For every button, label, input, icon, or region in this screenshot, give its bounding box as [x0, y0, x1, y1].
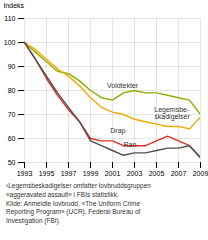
svg-text:2007: 2007	[171, 170, 187, 177]
html-text:¹Legemsbeskadigelser omfatter: ¹Legemsbeskadigelser omfatter lovbruddsg…	[6, 182, 151, 225]
svg-text:1999: 1999	[83, 170, 99, 177]
svg-text:Drap: Drap	[110, 127, 125, 135]
svg-text:2001: 2001	[105, 170, 121, 177]
svg-text:1997: 1997	[61, 170, 77, 177]
svg-text:Legemsbe-skadigelser: Legemsbe-skadigelser	[154, 106, 190, 121]
svg-text:100: 100	[4, 39, 16, 46]
svg-text:1995: 1995	[39, 170, 55, 177]
svg-text:Ran: Ran	[124, 141, 137, 148]
svg-text:Voldtekter: Voldtekter	[107, 82, 139, 89]
svg-text:2009: 2009	[193, 170, 208, 177]
svg-text:2005: 2005	[149, 170, 165, 177]
svg-text:70: 70	[8, 111, 16, 118]
svg-text:1993: 1993	[17, 170, 33, 177]
svg-text:50: 50	[8, 159, 16, 166]
svg-text:2003: 2003	[127, 170, 143, 177]
svg-text:60: 60	[8, 135, 16, 142]
svg-text:80: 80	[8, 87, 16, 94]
svg-text:90: 90	[8, 63, 16, 70]
svg-text:Indeks: Indeks	[4, 2, 25, 9]
svg-text:110: 110	[4, 15, 15, 22]
